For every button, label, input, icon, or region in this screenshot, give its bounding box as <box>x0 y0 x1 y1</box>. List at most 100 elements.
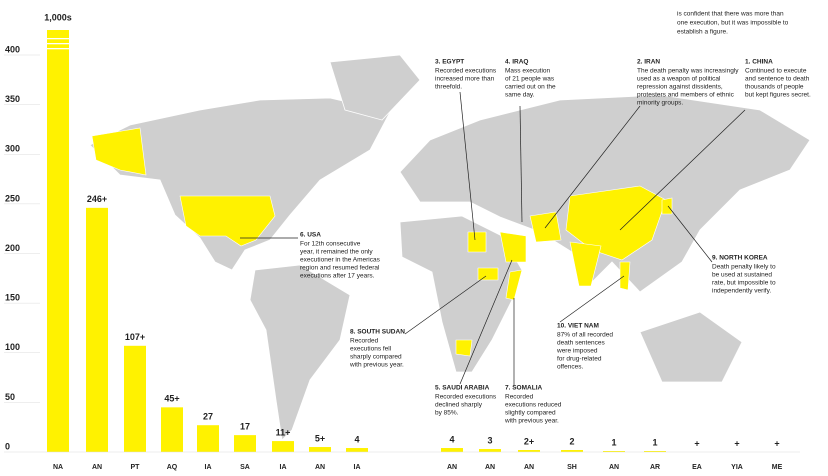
note-line: one execution, but it was impossible to <box>677 20 789 27</box>
annotation-text: offences. <box>557 364 583 371</box>
usa-highlight <box>179 195 276 247</box>
bar <box>47 30 69 452</box>
y-tick-label: 350 <box>5 94 20 104</box>
annotation-text: year, it remained the only <box>300 249 373 256</box>
annotation-text: declined sharply <box>435 402 483 409</box>
bar <box>441 448 463 452</box>
annotation-text: increased more than <box>435 76 495 83</box>
annotation-title: 6. USA <box>300 232 321 239</box>
bar <box>161 407 183 452</box>
annotation-text: and sentence to death <box>745 76 810 83</box>
south-america <box>249 264 351 441</box>
value-label: 1,000s <box>44 12 72 22</box>
annotation-text: used as a weapon of political <box>637 76 721 83</box>
bar <box>309 447 331 452</box>
vietnam-highlight <box>619 261 631 291</box>
annotation-text: for drug-related <box>557 356 602 363</box>
y-tick-label: 150 <box>5 293 20 303</box>
annotation-text: executions after 17 years. <box>300 273 375 280</box>
x-tick-label: IA <box>280 464 287 471</box>
leader-lines <box>240 91 746 386</box>
bar <box>234 435 256 452</box>
value-label: 5+ <box>315 433 325 443</box>
y-tick-label: 100 <box>5 342 20 352</box>
annotation-text: executions reduced <box>505 402 562 409</box>
annotation-text: with previous year. <box>504 418 559 425</box>
annotation-text: were imposed <box>556 348 598 355</box>
annotation-text: executioner in the Americas <box>300 257 381 264</box>
annotation-title: 3. EGYPT <box>435 59 464 66</box>
korea-highlight <box>661 197 673 215</box>
leader-iraq <box>519 105 523 223</box>
x-tick-label: YIA <box>731 464 743 471</box>
bar <box>561 450 583 452</box>
annotation-title: 5. SAUDI ARABIA <box>435 385 490 392</box>
bar <box>272 441 294 452</box>
value-label: 1 <box>611 437 616 447</box>
x-tick-label: AN <box>92 464 102 471</box>
x-tick-label: SA <box>240 464 250 471</box>
value-label: 246+ <box>87 194 107 204</box>
annotation-text: slightly compared <box>505 410 556 417</box>
annotation-text: same day. <box>505 92 535 99</box>
value-label: 4 <box>354 434 359 444</box>
y-tick-label: 200 <box>5 243 20 253</box>
annotation-text: Recorded executions <box>435 394 497 401</box>
x-tick-label: AN <box>524 464 534 471</box>
south-sudan-highlight <box>477 267 499 281</box>
x-tick-label: AN <box>609 464 619 471</box>
annotation-text: threefold. <box>435 84 462 91</box>
value-label: 2 <box>569 436 574 446</box>
value-label: + <box>774 438 779 448</box>
value-label: 27 <box>203 412 213 422</box>
value-label: + <box>694 438 699 448</box>
annotation-text: independently verify. <box>712 288 771 295</box>
annotation-text: by 85%. <box>435 410 459 417</box>
value-label: 4 <box>449 434 454 444</box>
bar <box>86 207 108 452</box>
annotation-text: Continued to execute <box>745 68 807 75</box>
y-tick-label: 50 <box>5 392 15 402</box>
y-tick-label: 250 <box>5 193 20 203</box>
x-tick-label: PT <box>131 464 141 471</box>
value-label: + <box>734 438 739 448</box>
x-tick-label: SH <box>567 464 577 471</box>
y-tick-label: 400 <box>5 44 20 54</box>
value-label: 107+ <box>125 332 145 342</box>
value-label: 1 <box>652 437 657 447</box>
annotation-text: with previous year. <box>349 362 404 369</box>
y-tick-label: 300 <box>5 144 20 154</box>
value-label: 45+ <box>164 394 179 404</box>
x-tick-label: AN <box>315 464 325 471</box>
annotation-text: rate, but impossible to <box>712 280 776 287</box>
y-tick-label: 0 <box>5 441 10 451</box>
annotation-text: repression against dissidents, <box>637 84 723 91</box>
north-america <box>89 97 391 271</box>
x-tick-label: IA <box>205 464 212 471</box>
bar <box>518 450 540 452</box>
annotation-text: Recorded <box>505 394 534 401</box>
x-tick-label: ME <box>772 464 783 471</box>
annotation-text: death sentences <box>557 340 605 347</box>
annotation-title: 7. SOMALIA <box>505 385 543 392</box>
leader-vn <box>559 275 625 323</box>
value-label: 3 <box>487 435 492 445</box>
annotation-text: minority groups. <box>637 100 683 107</box>
world-map <box>89 54 811 441</box>
bar <box>479 449 501 452</box>
leader-iran <box>544 105 641 229</box>
annotation-text: 87% of all recorded <box>557 332 613 339</box>
australia <box>639 311 743 383</box>
annotation-text: but kept figures secret. <box>745 92 811 99</box>
note-line: establish a figure. <box>677 29 728 36</box>
axis-break <box>47 48 69 50</box>
annotation-text: sharply compared <box>350 354 402 361</box>
value-label: 2+ <box>524 436 534 446</box>
saudi-highlight <box>499 231 527 263</box>
x-tick-label: NA <box>53 464 63 471</box>
value-label: 17 <box>240 422 250 432</box>
annotation-title: 4. IRAQ <box>505 59 528 66</box>
x-tick-label: AN <box>447 464 457 471</box>
annotation-text: be used at sustained <box>712 272 772 279</box>
